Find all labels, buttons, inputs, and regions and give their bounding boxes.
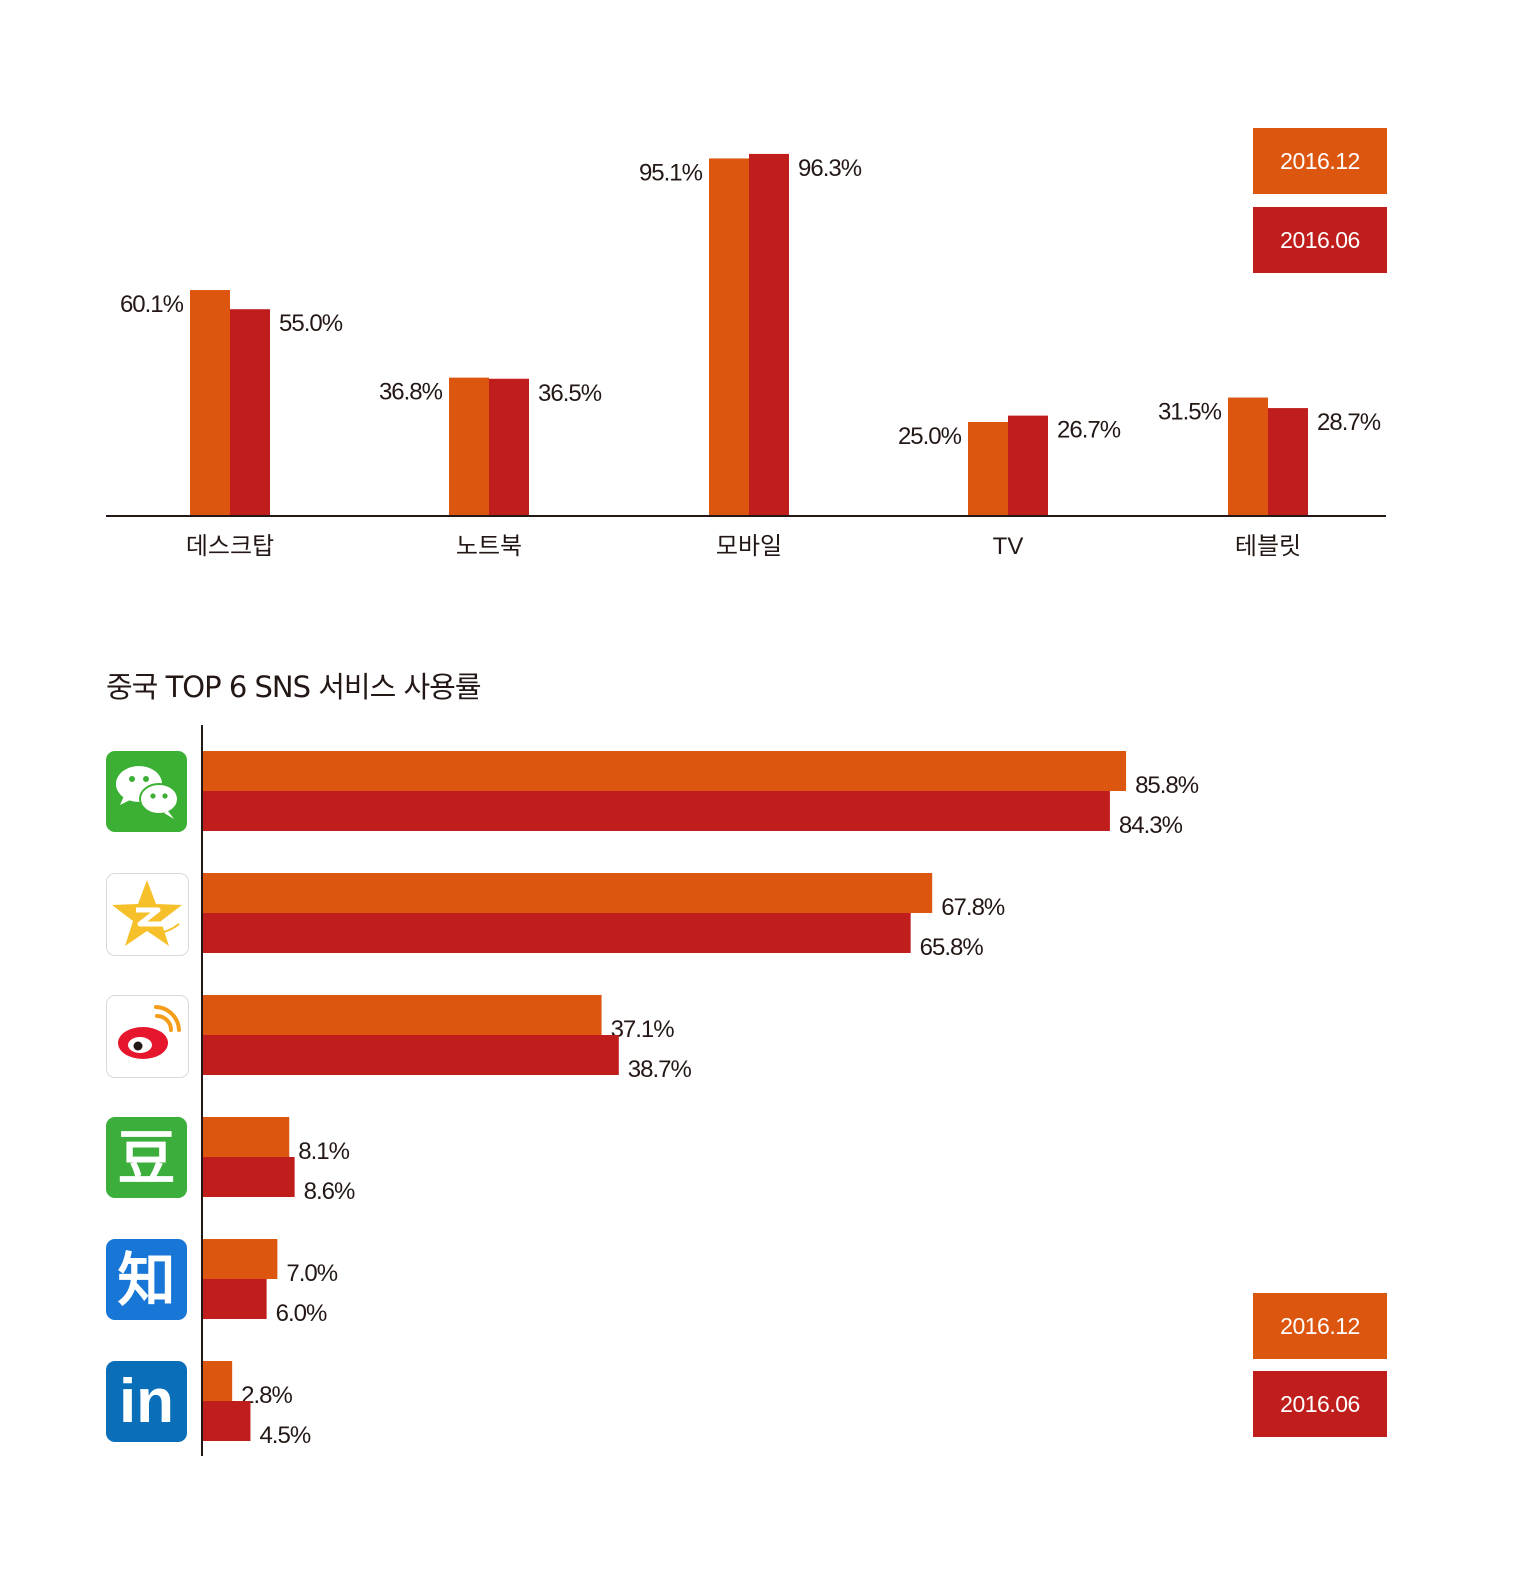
bar-데스크탑-2016.12 [190,290,230,516]
bar-테블릿-2016.06 [1268,408,1308,516]
zhihu-icon: 知 [106,1239,187,1320]
bar-wechat-2016.12 [202,751,1127,791]
bar-노트북-2016.06 [489,378,529,516]
data-label: 36.5% [538,380,602,407]
data-label: 6.0% [276,1300,327,1327]
x-tick-label: 데스크탑 [186,533,274,560]
bar-TV-2016.06 [1008,415,1048,516]
bar-qzone-2016.06 [202,913,911,953]
data-label: 8.6% [304,1178,355,1205]
data-label: 96.3% [798,155,862,182]
data-label: 65.8% [920,934,984,961]
x-tick-label: 테블릿 [1235,533,1301,560]
data-label: 31.5% [1158,399,1222,426]
qzone-icon [106,873,189,956]
x-tick-label: 노트북 [456,533,522,560]
bar-모바일-2016.06 [749,153,789,517]
bar-douban-2016.12 [202,1117,290,1157]
data-label: 67.8% [941,894,1005,921]
bar-zhihu-2016.12 [202,1239,278,1279]
bar-zhihu-2016.06 [202,1279,267,1319]
bar-weibo-2016.12 [202,995,602,1035]
data-label: 85.8% [1135,772,1199,799]
douban-icon: 豆 [106,1117,187,1198]
bar-모바일-2016.12 [709,158,749,516]
bar-douban-2016.06 [202,1157,295,1197]
linkedin-icon: in [106,1361,187,1442]
legend-item-2016-12: 2016.12 [1253,128,1387,194]
legend-item-2016-06: 2016.06 [1253,207,1387,273]
data-label: 38.7% [628,1056,692,1083]
bar-노트북-2016.12 [449,377,489,516]
data-label: 8.1% [298,1138,349,1165]
bar-linkedin-2016.12 [202,1361,233,1401]
legend-item-2016-06: 2016.06 [1253,1371,1387,1437]
data-label: 7.0% [286,1260,337,1287]
bar-linkedin-2016.06 [202,1401,251,1441]
bar-데스크탑-2016.06 [230,309,270,516]
wechat-icon [106,751,187,832]
x-tick-label: 모바일 [716,533,782,560]
sns-usage-bar-chart: 85.8% 84.3% 67.8% 65.8% 37.1% 38.7% 8.1% 8.6% 7.… [201,725,1200,1456]
bar-테블릿-2016.12 [1228,397,1268,516]
data-label: 25.0% [898,423,962,450]
data-label: 84.3% [1119,812,1183,839]
bar-wechat-2016.06 [202,791,1110,831]
data-label: 26.7% [1057,417,1121,444]
chart-title: 중국 TOP 6 SNS 서비스 사용률 [106,670,482,704]
data-label: 95.1% [639,159,703,186]
data-label: 36.8% [379,379,443,406]
data-label: 4.5% [259,1422,310,1449]
legend-item-2016-12: 2016.12 [1253,1293,1387,1359]
data-label: 37.1% [611,1016,675,1043]
bar-weibo-2016.06 [202,1035,619,1075]
bar-qzone-2016.12 [202,873,933,913]
bar-TV-2016.12 [968,422,1008,516]
device-usage-bar-chart: 60.1% 55.0% 데스크탑 36.8% 36.5% 노트북 95.1% 96.3% 모바일… [106,153,1386,560]
weibo-icon [106,995,189,1078]
data-label: 60.1% [120,291,184,318]
data-label: 55.0% [279,310,343,337]
x-tick-label: TV [993,533,1024,560]
data-label: 28.7% [1317,409,1381,436]
